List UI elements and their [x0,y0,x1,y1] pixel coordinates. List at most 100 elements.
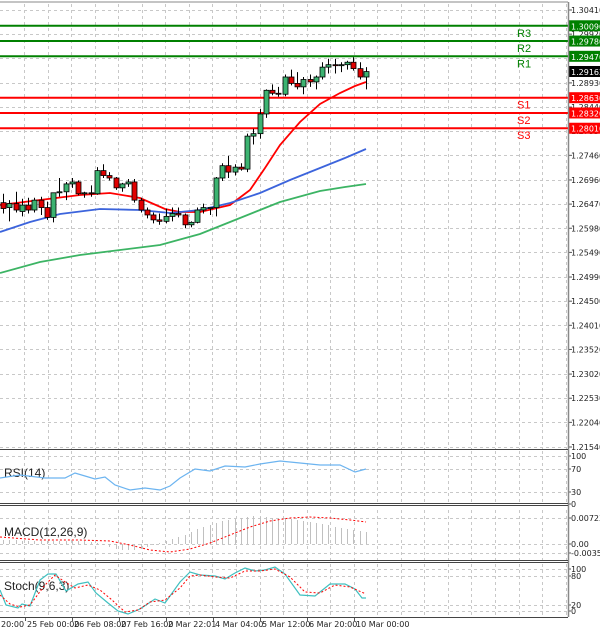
level-label-s3: S3 [517,130,530,142]
candle [13,203,20,211]
time-tick-label: 27 Feb 16:00 [121,620,173,629]
indicator-tick-label: 0.00 [571,540,589,549]
level-label-r3: R3 [517,28,531,40]
candle [56,191,63,194]
candle [119,183,126,189]
candle [294,83,301,88]
level-label-r1: R1 [517,58,531,70]
ma-slow-line [0,183,367,274]
indicator-label: MACD(12,26,9) [4,525,87,539]
rsi-line [0,460,367,491]
price-tick-label: 1.25490 [571,248,600,257]
candle [363,71,370,78]
candlesticks [0,57,370,229]
candle [207,207,214,209]
candle [106,175,113,179]
candle [0,202,7,209]
indicator-tick-label: -0.00354 [571,549,600,558]
candle [282,76,289,95]
price-tick-label: 1.21540 [571,443,600,452]
time-tick-label: 4 Mar 04:00 [215,620,263,629]
candle [200,207,207,211]
candle [288,76,295,84]
level-price-s3: 1.28010 [571,125,600,134]
candle [88,192,95,195]
price-tick-label: 1.23520 [571,345,600,354]
macd-signal-line [0,516,367,553]
level-price-s1: 1.28630 [571,94,600,103]
candle [150,214,157,221]
candle [300,79,307,88]
candle [81,192,88,195]
candle [244,135,251,170]
indicator-tick-label: 70 [571,465,581,474]
price-tick-label: 1.24500 [571,297,600,306]
level-price-s2: 1.28320 [571,109,600,118]
indicator-tick-label: 0 [571,500,576,509]
candle [257,113,264,135]
indicator-tick-label: 20 [571,601,581,610]
level-label-s2: S2 [517,115,530,127]
indicator-tick-label: 80 [571,572,581,581]
price-tick-label: 1.26960 [571,176,600,185]
current-price-tag: 1.29162 [571,68,600,77]
pivot-levels: R3 R2 R1 S1 S2 S3 [0,24,568,142]
candle [188,221,195,226]
main-grid [0,4,568,449]
candle [238,166,245,170]
stoch-main-line [0,566,366,615]
price-tick-label: 1.24010 [571,321,600,330]
candle [94,170,101,195]
candle [313,76,320,83]
time-tick-label: 20:00 [1,620,24,629]
candle [232,166,239,173]
price-tick-label: 1.30410 [571,6,600,15]
price-tick-label: 1.22530 [571,394,600,403]
indicator-tick-label: 100 [571,452,586,461]
candle [50,192,57,218]
candle [19,204,26,212]
candle [44,207,51,218]
candle [325,64,332,68]
candle [38,199,45,208]
candle [338,64,345,67]
price-tick-label: 1.29920 [571,30,600,39]
indicator-tick-label: 0.007236 [571,514,600,523]
candle [31,199,38,211]
level-price-r2: 1.29780 [571,38,600,47]
level-price-r3: 1.30090 [571,22,600,31]
candle [25,204,32,211]
panel-frames [0,1,570,618]
time-tick-label: 10 Mar 00:00 [356,620,409,629]
candle [100,170,107,176]
candle [213,177,220,208]
candle [357,68,364,78]
time-tick-label: 2 Mar 22:01 [168,620,216,629]
candle [332,64,339,67]
candle [6,203,13,208]
price-tick-label: 1.26470 [571,200,600,209]
candle [307,79,314,83]
price-tick-label: 1.28930 [571,79,600,88]
candle [63,183,70,193]
candle [263,89,270,115]
candle [113,177,120,189]
candle [169,213,176,217]
candle [69,181,76,185]
level-price-r1: 1.29470 [571,53,600,62]
candle [138,199,145,211]
candle [131,181,138,201]
candle [163,216,170,222]
time-tick-label: 6 Mar 20:00 [309,620,357,629]
price-tick-label: 1.25980 [571,224,600,233]
time-tick-label: 25 Feb 00:00 [27,620,79,629]
time-tick-label: 5 Mar 12:00 [262,620,310,629]
candle [194,209,201,223]
price-tick-label: 1.24990 [571,273,600,282]
candle [225,165,232,173]
price-tick-label: 1.22040 [571,418,600,427]
time-tick-label: 26 Feb 08:00 [74,620,126,629]
